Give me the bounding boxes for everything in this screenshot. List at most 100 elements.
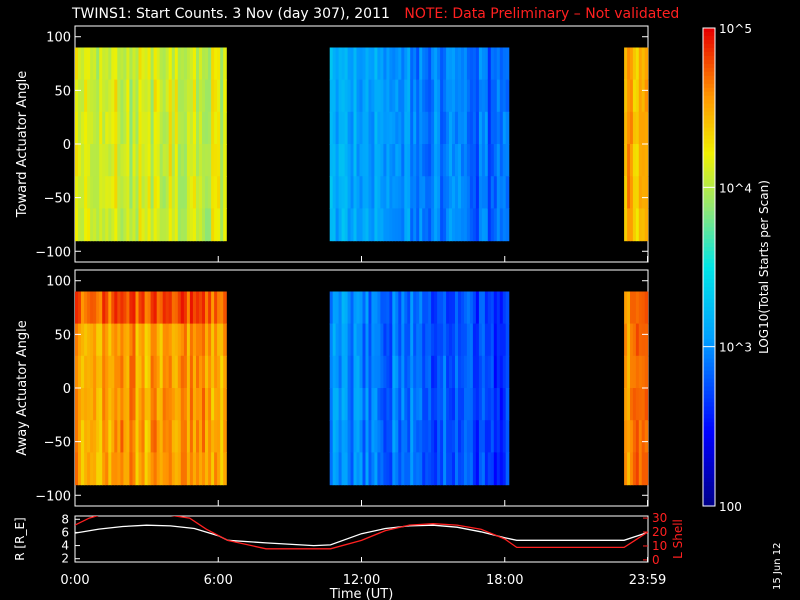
heatmap-cell (129, 208, 133, 242)
heatmap-cell (75, 388, 79, 421)
heatmap-cell (78, 291, 82, 325)
colorbar-cell (703, 167, 715, 172)
heatmap-cell (371, 79, 375, 113)
heatmap-cell (132, 420, 137, 453)
x-tick-label: 23:59 (629, 573, 666, 588)
heatmap-cell (81, 323, 85, 357)
heatmap-cell (422, 291, 426, 325)
heatmap-cell (401, 388, 405, 421)
heatmap-cell (368, 176, 373, 209)
date-stamp: 15 Jun 12 (772, 542, 783, 590)
heatmap-cell (389, 176, 393, 209)
heatmap-cell (332, 47, 337, 81)
heatmap-cell (96, 111, 100, 145)
heatmap-cell (502, 208, 507, 242)
heatmap-cell (359, 323, 364, 357)
heatmap-cell (344, 79, 349, 113)
heatmap-cell (211, 176, 215, 209)
heatmap-cell (401, 111, 405, 145)
heatmap-cell (141, 79, 146, 113)
heatmap-cell (353, 144, 358, 177)
heatmap-cell (401, 291, 405, 325)
heatmap-cell (383, 176, 387, 209)
heatmap-cell (168, 111, 173, 145)
heatmap-cell (159, 111, 164, 145)
heatmap-cell (156, 420, 161, 453)
heatmap-cell (437, 323, 441, 357)
colorbar-cell (703, 338, 715, 344)
heatmap-cell (75, 291, 79, 325)
heatmap-cell (449, 176, 453, 209)
heatmap-cell (211, 323, 215, 357)
heatmap-cell (183, 208, 188, 242)
heatmap-cell (464, 208, 468, 242)
heatmap-cell (422, 144, 426, 177)
heatmap-cell (329, 452, 334, 486)
heatmap-cell (120, 355, 124, 389)
heatmap-cell (329, 355, 334, 389)
heatmap-cell (461, 420, 465, 453)
colorbar-cell (703, 466, 715, 471)
heatmap-cell (356, 323, 361, 357)
heatmap-cell (416, 208, 420, 242)
heatmap-cell (458, 355, 462, 389)
colorbar-cell (703, 151, 715, 157)
heatmap-cell (196, 208, 200, 242)
heatmap-cell (383, 355, 387, 389)
heatmap-cell (93, 144, 97, 177)
heatmap-cell (205, 111, 209, 145)
heatmap-cell (419, 388, 423, 421)
colorbar-cell (703, 482, 715, 487)
heatmap-cell (461, 291, 465, 325)
heatmap-cell (466, 111, 471, 145)
heatmap-cell (120, 144, 124, 177)
heatmap-cell (153, 452, 158, 486)
heatmap-cell (635, 144, 640, 177)
heatmap-cell (199, 144, 203, 177)
heatmap-cell (114, 420, 118, 453)
heatmap-cell (389, 355, 393, 389)
y-axis-label: Toward Actuator Angle (15, 71, 30, 218)
heatmap-cell (223, 388, 227, 421)
heatmap-cell (129, 111, 133, 145)
heatmap-cell (156, 144, 161, 177)
heatmap-cell (437, 144, 441, 177)
heatmap-cell (449, 355, 453, 389)
heatmap-cell (383, 388, 387, 421)
heatmap-cell (478, 79, 483, 113)
heatmap-cell (189, 388, 194, 421)
colorbar-cell (703, 450, 715, 455)
heatmap-cell (356, 111, 361, 145)
heatmap-cell (168, 323, 173, 357)
heatmap-cell (466, 452, 471, 486)
heatmap-cell (111, 323, 115, 357)
heatmap-cell (153, 323, 158, 357)
heatmap-cell (111, 47, 115, 81)
heatmap-cell (449, 291, 453, 325)
heatmap-cell (431, 291, 435, 325)
heatmap-cell (93, 208, 97, 242)
heatmap-cell (499, 176, 504, 209)
heatmap-cell (380, 291, 384, 325)
heatmap-cell (431, 355, 435, 389)
heatmap-cell (202, 111, 206, 145)
colorbar-cell (703, 40, 715, 45)
heatmap-cell (496, 388, 501, 421)
heatmap-cell (461, 79, 465, 113)
heatmap-cell (422, 47, 426, 81)
heatmap-cell (416, 176, 420, 209)
colorbar-cell (703, 402, 715, 407)
heatmap-cell (132, 355, 137, 389)
heatmap-cell (638, 355, 643, 389)
heatmap-cell (496, 208, 501, 242)
heatmap-cell (362, 208, 367, 242)
heatmap-cell (147, 144, 152, 177)
heatmap-cell (359, 176, 364, 209)
heatmap-cell (359, 388, 364, 421)
heatmap-cell (350, 355, 355, 389)
heatmap-cell (431, 420, 435, 453)
heatmap-cell (469, 420, 474, 453)
heatmap-cell (458, 420, 462, 453)
heatmap-cell (481, 452, 486, 486)
heatmap-cell (386, 144, 390, 177)
